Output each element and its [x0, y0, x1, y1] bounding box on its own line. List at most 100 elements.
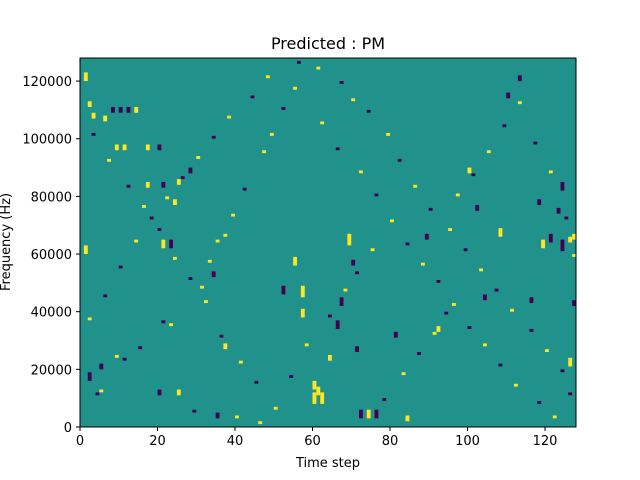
heatmap-cell-low [103, 294, 108, 298]
heatmap-cell-low [281, 285, 286, 295]
heatmap-cell-high [343, 288, 348, 292]
heatmap-cell-low [254, 380, 259, 384]
heatmap-cell-high [498, 228, 503, 237]
heatmap-cell-high [572, 254, 577, 257]
heatmap-cell-low [118, 107, 123, 113]
y-tick-label: 120000 [22, 75, 72, 90]
y-axis-ticks: 0 20000 40000 60000 80000 100000 120000 [22, 75, 80, 436]
x-axis-ticks: 0 20 40 60 80 100 120 [76, 427, 558, 449]
heatmap-cell-high [455, 193, 460, 197]
heatmap-cell-high [204, 300, 208, 304]
heatmap-cell-high [196, 156, 201, 159]
heatmap-cell-low [328, 314, 332, 318]
heatmap-cell-low [483, 294, 487, 301]
heatmap-cell-high [510, 308, 515, 312]
heatmap-cell-high [114, 354, 119, 358]
heatmap-cell-high [83, 245, 88, 255]
x-tick-label: 120 [533, 434, 558, 449]
y-tick-label: 20000 [31, 363, 72, 378]
heatmap-cell-low [467, 326, 472, 329]
heatmap-cell-low [393, 331, 398, 338]
heatmap-cell-low [219, 334, 224, 338]
heatmap-cell-high [359, 170, 363, 174]
heatmap-cell-high [293, 86, 298, 90]
heatmap-cell-low [475, 205, 480, 211]
heatmap-cell-high [165, 196, 170, 200]
heatmap-cell-high [351, 98, 356, 102]
heatmap-cell-low [502, 124, 507, 128]
heatmap-cell-high [401, 372, 406, 376]
heatmap-cell-low [471, 173, 476, 177]
heatmap-cell-high [316, 66, 321, 70]
heatmap-cell-high [142, 205, 146, 208]
heatmap-cell-low [506, 92, 511, 99]
heatmap-cell-high [413, 184, 418, 188]
heatmap-cell-high [223, 343, 228, 350]
heatmap-cell-high [145, 181, 150, 188]
heatmap-cell-low [111, 107, 115, 113]
heatmap-cell-low [568, 392, 573, 396]
heatmap-cell-low [161, 320, 166, 324]
heatmap-cell-high [320, 121, 325, 125]
heatmap-cell-high [266, 75, 270, 79]
heatmap-cell-high [227, 115, 232, 119]
heatmap-cell-low [424, 233, 429, 240]
heatmap-cell-low [517, 75, 522, 82]
heatmap-cell-low [564, 216, 569, 220]
heatmap-cell-low [382, 398, 387, 402]
heatmap-cell-high [134, 107, 139, 113]
heatmap-cell-low [355, 271, 360, 275]
heatmap-cell-high [300, 308, 305, 318]
heatmap-cell-low [95, 392, 100, 396]
heatmap-cell-low [215, 412, 220, 419]
heatmap-cell-low [529, 297, 534, 304]
heatmap-cell-high [262, 150, 267, 154]
heatmap-cell-low [126, 107, 131, 113]
heatmap-cell-high [114, 144, 119, 151]
heatmap-cell-low [87, 372, 92, 381]
heatmap-cell-high [176, 179, 181, 185]
heatmap-cell-low [211, 135, 216, 139]
heatmap-cell-low [188, 167, 193, 174]
heatmap-cell-high [405, 415, 410, 422]
heatmap-cell-high [548, 170, 553, 174]
x-tick-label: 40 [227, 434, 244, 449]
heatmap-cell-high [87, 317, 92, 321]
heatmap-cell-low [556, 207, 561, 214]
heatmap-cell-low [335, 147, 340, 151]
heatmap-cell-high [87, 101, 92, 108]
heatmap-cell-low [405, 242, 410, 246]
heatmap-cell-high [145, 144, 150, 151]
x-tick-label: 20 [149, 434, 166, 449]
heatmap-cell-low [149, 216, 154, 220]
heatmap-cell-high [231, 213, 236, 217]
heatmap-cell-high [83, 72, 88, 82]
heatmap-cell-low [126, 184, 131, 188]
heatmap-cell-low [281, 107, 286, 110]
chart-title: Predicted : PM [271, 34, 385, 53]
heatmap-cell-high [316, 386, 321, 396]
heatmap-cell-low [374, 193, 379, 197]
heatmap-cell-low [188, 277, 193, 280]
heatmap-cell-low [211, 271, 216, 278]
heatmap-cell-high [421, 262, 425, 266]
heatmap-cell-low [355, 346, 360, 353]
heatmap-cell-high [161, 239, 166, 249]
heatmap-cell-high [215, 239, 220, 243]
heatmap-cell-low [157, 228, 162, 231]
heatmap-cell-high [304, 343, 309, 347]
heatmap-cell-low [366, 109, 371, 113]
heatmap-cell-high [467, 167, 472, 174]
x-axis-label: Time step [295, 456, 360, 471]
heatmap-cell-low [560, 181, 565, 191]
heatmap-cell-high [347, 233, 352, 246]
heatmap-cell-high [572, 233, 577, 240]
heatmap-cell-low [537, 401, 542, 404]
heatmap-cell-high [107, 158, 112, 162]
heatmap-cell-high [452, 303, 456, 306]
heatmap-cell-low [157, 144, 162, 151]
heatmap-cell-low [428, 207, 433, 211]
heatmap-cell-high [320, 392, 325, 404]
heatmap-cell-low [548, 233, 553, 243]
